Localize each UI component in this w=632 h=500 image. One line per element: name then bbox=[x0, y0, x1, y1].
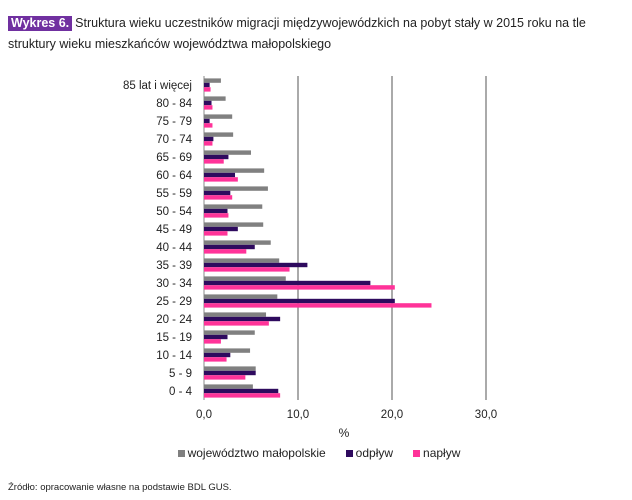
bar-województwo-małopolskie bbox=[204, 366, 256, 371]
bar-województwo-małopolskie bbox=[204, 330, 255, 335]
legend-label: odpływ bbox=[355, 446, 394, 460]
y-tick-label: 50 - 54 bbox=[156, 206, 192, 218]
bar-województwo-małopolskie bbox=[204, 240, 271, 245]
bar-województwo-małopolskie bbox=[204, 312, 267, 317]
bar-województwo-małopolskie bbox=[204, 114, 233, 119]
y-tick-label: 30 - 34 bbox=[156, 278, 192, 290]
y-tick-label: 70 - 74 bbox=[156, 134, 192, 146]
caption-text: Struktura wieku uczestników migracji mię… bbox=[8, 16, 586, 51]
bar-odpływ bbox=[204, 280, 371, 286]
bar-odpływ bbox=[204, 100, 212, 106]
bar-napływ bbox=[204, 159, 224, 164]
y-tick-label: 45 - 49 bbox=[156, 224, 192, 236]
x-tick-label: 10,0 bbox=[287, 409, 309, 421]
bar-napływ bbox=[204, 321, 269, 326]
bar-województwo-małopolskie bbox=[204, 186, 268, 191]
bar-napływ bbox=[204, 213, 229, 218]
caption-tag: Wykres 6. bbox=[8, 16, 73, 31]
bar-napływ bbox=[204, 267, 290, 272]
y-tick-label: 15 - 19 bbox=[156, 332, 192, 344]
x-tick-label: 0,0 bbox=[196, 409, 212, 421]
bar-odpływ bbox=[204, 82, 210, 88]
bar-napływ bbox=[204, 339, 221, 344]
y-tick-label: 25 - 29 bbox=[156, 296, 192, 308]
y-tick-label: 0 - 4 bbox=[169, 386, 193, 398]
bar-napływ bbox=[204, 177, 238, 182]
y-tick-label: 65 - 69 bbox=[156, 152, 192, 164]
bar-odpływ bbox=[204, 388, 279, 394]
bar-napływ bbox=[204, 105, 213, 110]
bars bbox=[204, 78, 432, 398]
bar-odpływ bbox=[204, 136, 214, 142]
legend-label: województwo małopolskie bbox=[187, 446, 326, 460]
bar-odpływ bbox=[204, 190, 231, 196]
grid-lines bbox=[203, 76, 487, 400]
legend-swatch bbox=[345, 449, 353, 457]
y-tick-label: 5 - 9 bbox=[169, 368, 192, 380]
bar-odpływ bbox=[204, 262, 308, 268]
bar-napływ bbox=[204, 195, 233, 200]
bar-odpływ bbox=[204, 172, 236, 178]
bar-odpływ bbox=[204, 244, 255, 250]
y-tick-label: 75 - 79 bbox=[156, 116, 192, 128]
y-tick-label: 35 - 39 bbox=[156, 260, 192, 272]
bar-napływ bbox=[204, 303, 432, 308]
bar-województwo-małopolskie bbox=[204, 276, 286, 281]
source-note: Źródło: opracowanie własne na podstawie … bbox=[8, 482, 232, 493]
x-tick-label: 20,0 bbox=[381, 409, 403, 421]
y-tick-label: 60 - 64 bbox=[156, 170, 192, 182]
bar-odpływ bbox=[204, 370, 256, 376]
x-axis-labels: 0,0 10,0 20,0 30,0 bbox=[196, 409, 497, 421]
bar-województwo-małopolskie bbox=[204, 204, 263, 209]
bar-odpływ bbox=[204, 226, 238, 232]
bar-odpływ bbox=[204, 118, 210, 124]
bar-odpływ bbox=[204, 334, 228, 340]
bar-odpływ bbox=[204, 298, 395, 304]
bar-napływ bbox=[204, 375, 246, 380]
legend-item: odpływ bbox=[345, 446, 394, 460]
bar-odpływ bbox=[204, 154, 229, 160]
legend-label: napływ bbox=[423, 446, 461, 460]
bar-województwo-małopolskie bbox=[204, 348, 251, 353]
bar-województwo-małopolskie bbox=[204, 222, 264, 227]
chart-caption: Wykres 6. Struktura wieku uczestników mig… bbox=[8, 13, 624, 55]
bar-województwo-małopolskie bbox=[204, 96, 226, 101]
bar-napływ bbox=[204, 87, 211, 92]
bar-województwo-małopolskie bbox=[204, 168, 265, 173]
y-axis-labels: 85 lat i więcej 80 - 84 75 - 79 70 - 74 65 -… bbox=[123, 80, 193, 398]
bar-napływ bbox=[204, 249, 247, 254]
bar-województwo-małopolskie bbox=[204, 258, 280, 263]
legend-item: województwo małopolskie bbox=[177, 446, 326, 460]
bar-napływ bbox=[204, 141, 213, 146]
x-axis-title: % bbox=[339, 426, 350, 440]
legend-swatch bbox=[177, 449, 185, 457]
bar-napływ bbox=[204, 123, 213, 128]
y-tick-label: 10 - 14 bbox=[156, 350, 192, 362]
y-tick-label: 20 - 24 bbox=[156, 314, 192, 326]
bar-województwo-małopolskie bbox=[204, 294, 278, 299]
bar-województwo-małopolskie bbox=[204, 132, 234, 137]
y-tick-label: 40 - 44 bbox=[156, 242, 192, 254]
bar-odpływ bbox=[204, 352, 231, 358]
x-tick-label: 30,0 bbox=[475, 409, 497, 421]
bar-województwo-małopolskie bbox=[204, 78, 221, 83]
legend-swatch bbox=[413, 449, 421, 457]
y-tick-label: 80 - 84 bbox=[156, 98, 192, 110]
bar-napływ bbox=[204, 357, 227, 362]
bar-napływ bbox=[204, 393, 281, 398]
y-tick-label: 85 lat i więcej bbox=[123, 80, 192, 92]
legend-item: napływ bbox=[413, 446, 460, 460]
bar-odpływ bbox=[204, 316, 281, 322]
y-tick-label: 55 - 59 bbox=[156, 188, 192, 200]
bar-województwo-małopolskie bbox=[204, 150, 251, 155]
bar-odpływ bbox=[204, 208, 228, 214]
legend: województwo małopolskie odpływ napływ bbox=[0, 446, 632, 460]
bar-województwo-małopolskie bbox=[204, 384, 253, 389]
bar-napływ bbox=[204, 231, 228, 236]
bar-napływ bbox=[204, 285, 395, 290]
